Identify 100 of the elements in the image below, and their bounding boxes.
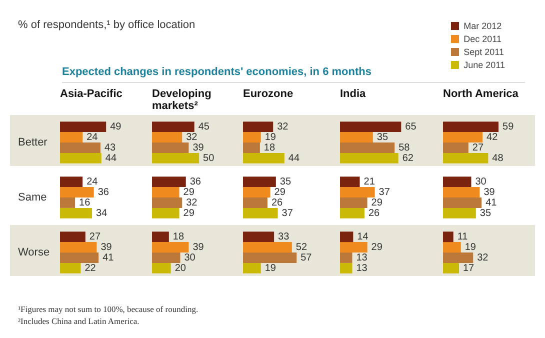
bar [152, 262, 171, 274]
data-label: 16 [79, 197, 91, 208]
chart-title: Developing markets² [152, 88, 212, 112]
data-label: 65 [405, 122, 417, 133]
bar [243, 122, 274, 132]
bar [60, 232, 86, 242]
data-label: 39 [484, 187, 496, 198]
bar [243, 142, 260, 153]
data-label: 18 [172, 232, 184, 243]
data-label: 17 [462, 262, 475, 274]
bar [60, 187, 94, 198]
bar [340, 198, 368, 208]
data-label: 37 [282, 208, 294, 219]
bar [243, 252, 297, 263]
bar [60, 262, 81, 274]
legend-label: June 2011 [464, 60, 505, 70]
bar [152, 242, 189, 252]
bar [152, 176, 186, 188]
data-label: 26 [368, 208, 380, 219]
data-label: 19 [264, 132, 276, 144]
data-label: 41 [102, 252, 114, 264]
bar [340, 132, 373, 142]
data-label: 13 [356, 252, 368, 264]
bar [443, 132, 483, 142]
bar [152, 198, 182, 208]
bar [340, 242, 368, 252]
data-label: 20 [174, 262, 186, 274]
bar [60, 198, 76, 208]
bar [340, 208, 364, 218]
bar [443, 242, 461, 252]
y-tick-label: Same [18, 192, 47, 204]
bar [443, 252, 474, 263]
bar [443, 176, 472, 188]
data-label: 18 [264, 142, 276, 154]
data-label: 58 [398, 142, 410, 154]
bar [340, 176, 360, 188]
bar [340, 232, 354, 242]
data-label: 36 [190, 176, 202, 188]
bar [340, 262, 352, 274]
bar [243, 132, 261, 142]
legend-label: Dec 2011 [464, 34, 502, 44]
bar [443, 187, 480, 198]
data-label: 49 [110, 122, 122, 133]
data-label: 29 [371, 197, 383, 208]
bar [443, 232, 454, 242]
data-label: 29 [274, 187, 286, 198]
data-label: 30 [184, 252, 196, 264]
data-label: 48 [492, 152, 504, 164]
bar [340, 252, 352, 263]
bar [243, 242, 292, 252]
bar [152, 208, 180, 218]
data-label: 22 [84, 262, 96, 274]
bar [243, 262, 261, 274]
data-label: 26 [271, 197, 284, 208]
legend-label: Sept 2011 [464, 46, 504, 56]
bar [243, 187, 270, 198]
bar [152, 187, 180, 198]
bar [443, 262, 459, 274]
bar [60, 242, 97, 252]
text: % of respondents,¹ by office location [18, 19, 196, 31]
data-label: 21 [364, 176, 376, 188]
data-label: 24 [86, 132, 98, 144]
bar [152, 122, 194, 132]
bar [60, 176, 83, 188]
data-label: 29 [183, 208, 195, 219]
chart-title: North America [443, 88, 520, 102]
data-label: 39 [192, 242, 204, 254]
data-label: 24 [86, 176, 98, 188]
bar [152, 132, 182, 142]
data-label: 36 [98, 187, 110, 198]
bar [60, 132, 83, 142]
data-label: 52 [296, 242, 308, 254]
data-label: 33 [278, 232, 290, 243]
bar [340, 122, 402, 132]
bar [60, 208, 92, 218]
data-label: 39 [100, 242, 112, 254]
bar [152, 232, 169, 242]
bar [443, 208, 476, 218]
data-label: 44 [288, 152, 300, 164]
chart-title: India [340, 88, 366, 100]
data-label: 19 [264, 262, 276, 274]
text: ¹Figures may not sum to 100%, because of rounding. [18, 304, 198, 314]
bar [243, 208, 278, 218]
data-label: 41 [486, 197, 498, 208]
data-label: 37 [378, 187, 390, 198]
bar [243, 198, 268, 208]
data-label: 11 [457, 232, 468, 243]
bar [60, 152, 102, 164]
bar [243, 176, 276, 188]
bar [152, 142, 189, 153]
bar [152, 152, 200, 164]
bar [443, 198, 482, 208]
data-label: 35 [376, 132, 388, 144]
data-label: 30 [475, 176, 487, 188]
y-tick-label: Worse [18, 246, 50, 259]
text: Expected changes in respondents' economies, in 6 months [62, 66, 372, 78]
data-label: 13 [356, 262, 368, 274]
data-label: 32 [277, 122, 289, 133]
data-label: 29 [371, 242, 383, 254]
data-label: 42 [486, 132, 498, 144]
